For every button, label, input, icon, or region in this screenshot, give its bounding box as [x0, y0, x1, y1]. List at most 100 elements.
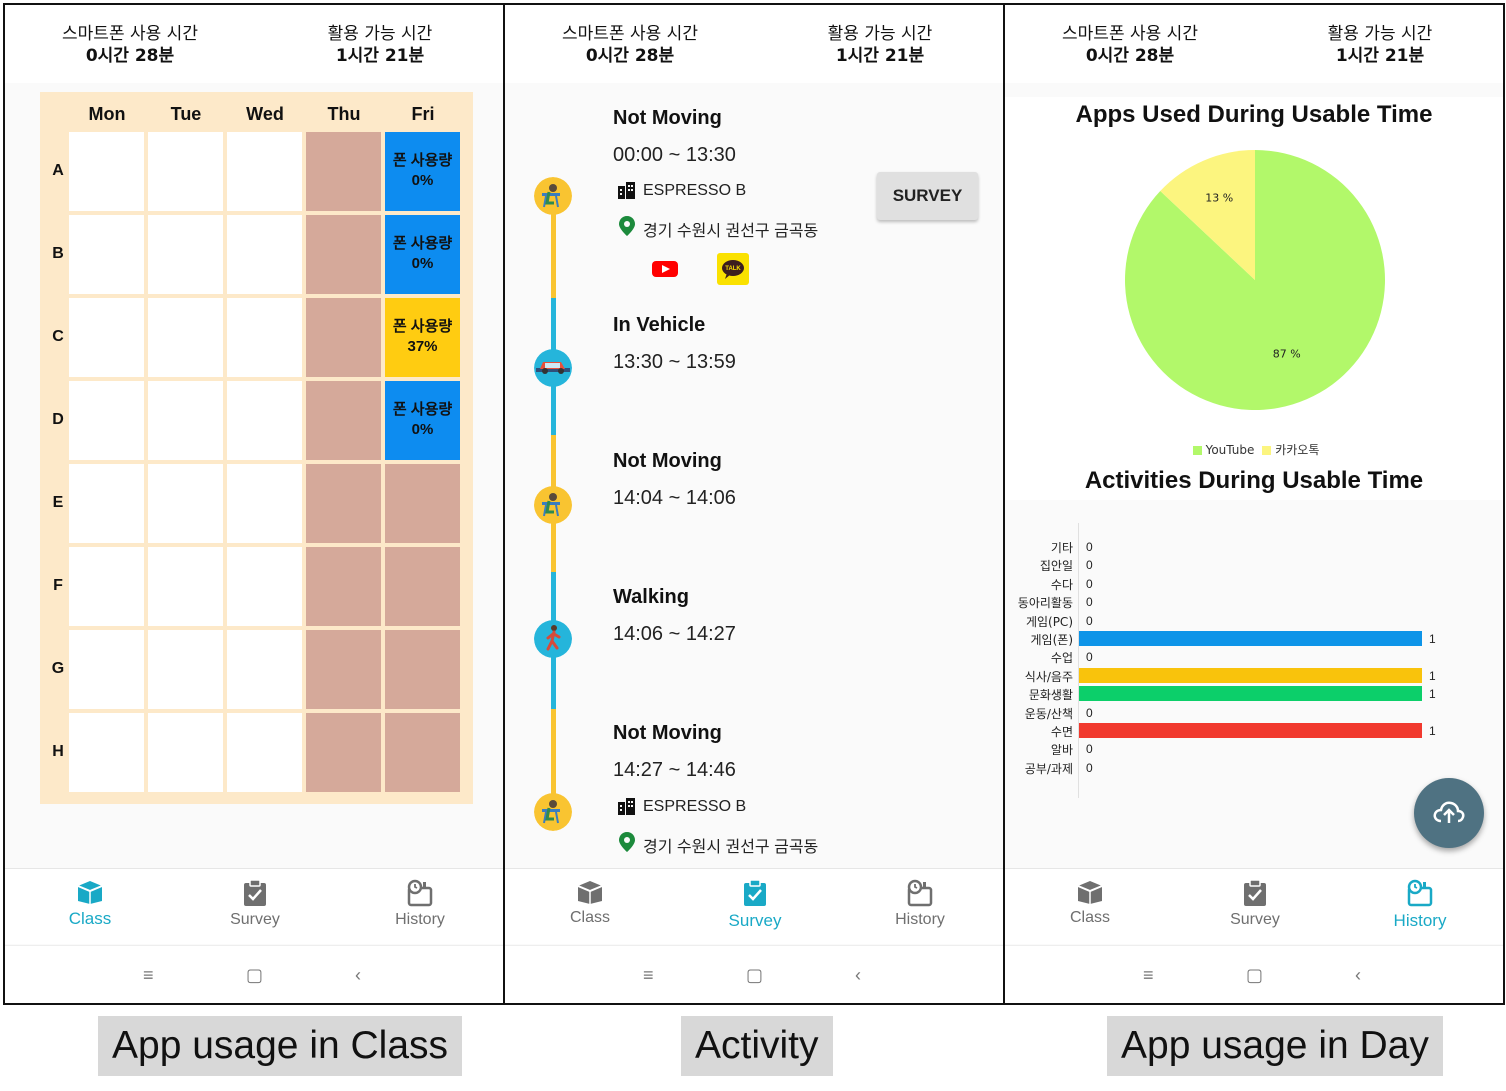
- nav-class-tab[interactable]: Class: [35, 879, 145, 929]
- timetable-cell[interactable]: [227, 132, 302, 211]
- day-header: Tue: [170, 104, 202, 124]
- nav-survey-tab[interactable]: Survey: [200, 879, 310, 929]
- timetable-cell[interactable]: [227, 630, 302, 709]
- back-icon[interactable]: ‹: [1355, 965, 1361, 985]
- bar-row: 수업 0: [1005, 647, 1445, 666]
- bar-row: 동아리활동 0: [1005, 592, 1445, 611]
- bar-row: 식사/음주 1: [1005, 666, 1445, 685]
- home-icon[interactable]: ▢: [1246, 965, 1264, 985]
- timetable-cell[interactable]: [148, 547, 223, 626]
- recent-apps-icon[interactable]: ≡: [1143, 965, 1154, 985]
- timetable-cell[interactable]: [306, 547, 381, 626]
- timetable-cell[interactable]: [306, 713, 381, 792]
- class-icon: [1077, 881, 1103, 904]
- timetable-cell[interactable]: [69, 630, 144, 709]
- nav-class-tab[interactable]: Class: [535, 879, 645, 927]
- bottom-nav: Class Survey History: [5, 868, 503, 944]
- timetable-cell[interactable]: [148, 298, 223, 377]
- back-icon[interactable]: ‹: [355, 965, 361, 985]
- kakaotalk-icon: TALK: [717, 253, 749, 285]
- survey-button[interactable]: SURVEY: [877, 172, 978, 220]
- timetable-cell[interactable]: [385, 713, 460, 792]
- nav-survey-label: Survey: [728, 911, 782, 930]
- history-screen: 스마트폰 사용 시간 0시간 28분 활용 가능 시간 1시간 21분 Apps…: [1003, 3, 1505, 1005]
- timetable-cell[interactable]: [306, 381, 381, 460]
- usage-cell[interactable]: 폰 사용량 0%: [385, 132, 460, 211]
- bar: [1079, 667, 1422, 683]
- timetable-cell[interactable]: [148, 630, 223, 709]
- timetable-cell[interactable]: [148, 464, 223, 543]
- usage-cell[interactable]: 폰 사용량 37%: [385, 298, 460, 377]
- bar-value-label: 1: [1429, 632, 1436, 646]
- timetable-cell[interactable]: [148, 215, 223, 294]
- bar-value-label: 0: [1086, 760, 1093, 775]
- home-icon[interactable]: ▢: [746, 965, 764, 985]
- period-label: H: [52, 743, 64, 760]
- timetable-cell[interactable]: [227, 381, 302, 460]
- nav-class-label: Class: [1069, 909, 1110, 926]
- bar-category-label: 수다: [1050, 577, 1073, 592]
- nav-survey-tab[interactable]: Survey: [700, 879, 810, 931]
- nav-history-tab[interactable]: History: [865, 879, 975, 929]
- timetable-cell[interactable]: [306, 215, 381, 294]
- timetable-cell[interactable]: [227, 547, 302, 626]
- usage-cell[interactable]: 폰 사용량 0%: [385, 381, 460, 460]
- timeline-segment: [551, 709, 556, 809]
- not-moving-icon: [534, 486, 572, 524]
- timetable-cell[interactable]: [148, 713, 223, 792]
- nav-history-tab[interactable]: History: [365, 879, 475, 929]
- bar-category-label: 게임(폰): [1030, 633, 1073, 647]
- timetable-cell[interactable]: [69, 381, 144, 460]
- usage-cell-text: 폰 사용량 0%: [385, 151, 460, 191]
- timetable-cell[interactable]: [306, 464, 381, 543]
- timetable-cell[interactable]: [69, 215, 144, 294]
- nav-history-tab[interactable]: History: [1365, 879, 1475, 931]
- recent-apps-icon[interactable]: ≡: [143, 965, 154, 985]
- timetable-cell[interactable]: [69, 547, 144, 626]
- timetable-cell[interactable]: [385, 464, 460, 543]
- legend-youtube: YouTube: [1205, 443, 1255, 457]
- day-header: Thu: [327, 104, 361, 124]
- home-icon[interactable]: ▢: [246, 965, 264, 985]
- timetable-cell[interactable]: [306, 132, 381, 211]
- activities-bar-chart: 기타 0 집안일 0 수다 0 동아리활동 0 게임(PC) 0 게임(폰) 1 수업 0 식사/음주 1 문화…: [1005, 515, 1503, 815]
- timetable-cell[interactable]: [227, 464, 302, 543]
- timetable-cell[interactable]: [385, 547, 460, 626]
- bar-row: 수다 0: [1005, 574, 1445, 593]
- recent-apps-icon[interactable]: ≡: [643, 965, 654, 985]
- clipboard-check-icon: [744, 879, 766, 906]
- back-icon[interactable]: ‹: [855, 965, 861, 985]
- usage-stat: 스마트폰 사용 시간 0시간 28분: [30, 23, 230, 67]
- nav-survey-tab[interactable]: Survey: [1200, 879, 1310, 929]
- timetable-cell[interactable]: [385, 630, 460, 709]
- timetable-cell[interactable]: [227, 215, 302, 294]
- activity-title: In Vehicle: [613, 314, 706, 336]
- bar-category-label: 운동/산책: [1024, 706, 1073, 721]
- nav-history-label: History: [895, 911, 945, 928]
- nav-history-label: History: [395, 911, 445, 928]
- day-header: Mon: [88, 104, 126, 124]
- timetable-cell[interactable]: [69, 464, 144, 543]
- nav-class-tab[interactable]: Class: [1035, 879, 1145, 927]
- timetable-cell[interactable]: [69, 298, 144, 377]
- usage-value: 0시간 28분: [1085, 46, 1175, 66]
- timetable-cell[interactable]: [227, 713, 302, 792]
- day-header: Fri: [411, 104, 435, 124]
- activity-time: 14:06 ~ 14:27: [613, 623, 736, 645]
- address-text: 경기 수원시 권선구 금곡동: [643, 223, 819, 240]
- available-label: 활용 가능 시간: [827, 24, 933, 44]
- usage-cell[interactable]: 폰 사용량 0%: [385, 215, 460, 294]
- timetable-cell[interactable]: [69, 132, 144, 211]
- bar-row: 집안일 0: [1005, 555, 1445, 574]
- timetable-cell[interactable]: [306, 298, 381, 377]
- timetable-cell[interactable]: [148, 381, 223, 460]
- timetable-cell[interactable]: [306, 630, 381, 709]
- usage-cell-value: 0%: [411, 255, 434, 272]
- timetable-cell[interactable]: [148, 132, 223, 211]
- not-moving-icon: [534, 177, 572, 215]
- upload-button[interactable]: [1414, 778, 1484, 848]
- timetable-cell[interactable]: [69, 713, 144, 792]
- bar-category-label: 수면: [1050, 725, 1073, 739]
- available-value: 1시간 21분: [335, 46, 425, 66]
- timetable-cell[interactable]: [227, 298, 302, 377]
